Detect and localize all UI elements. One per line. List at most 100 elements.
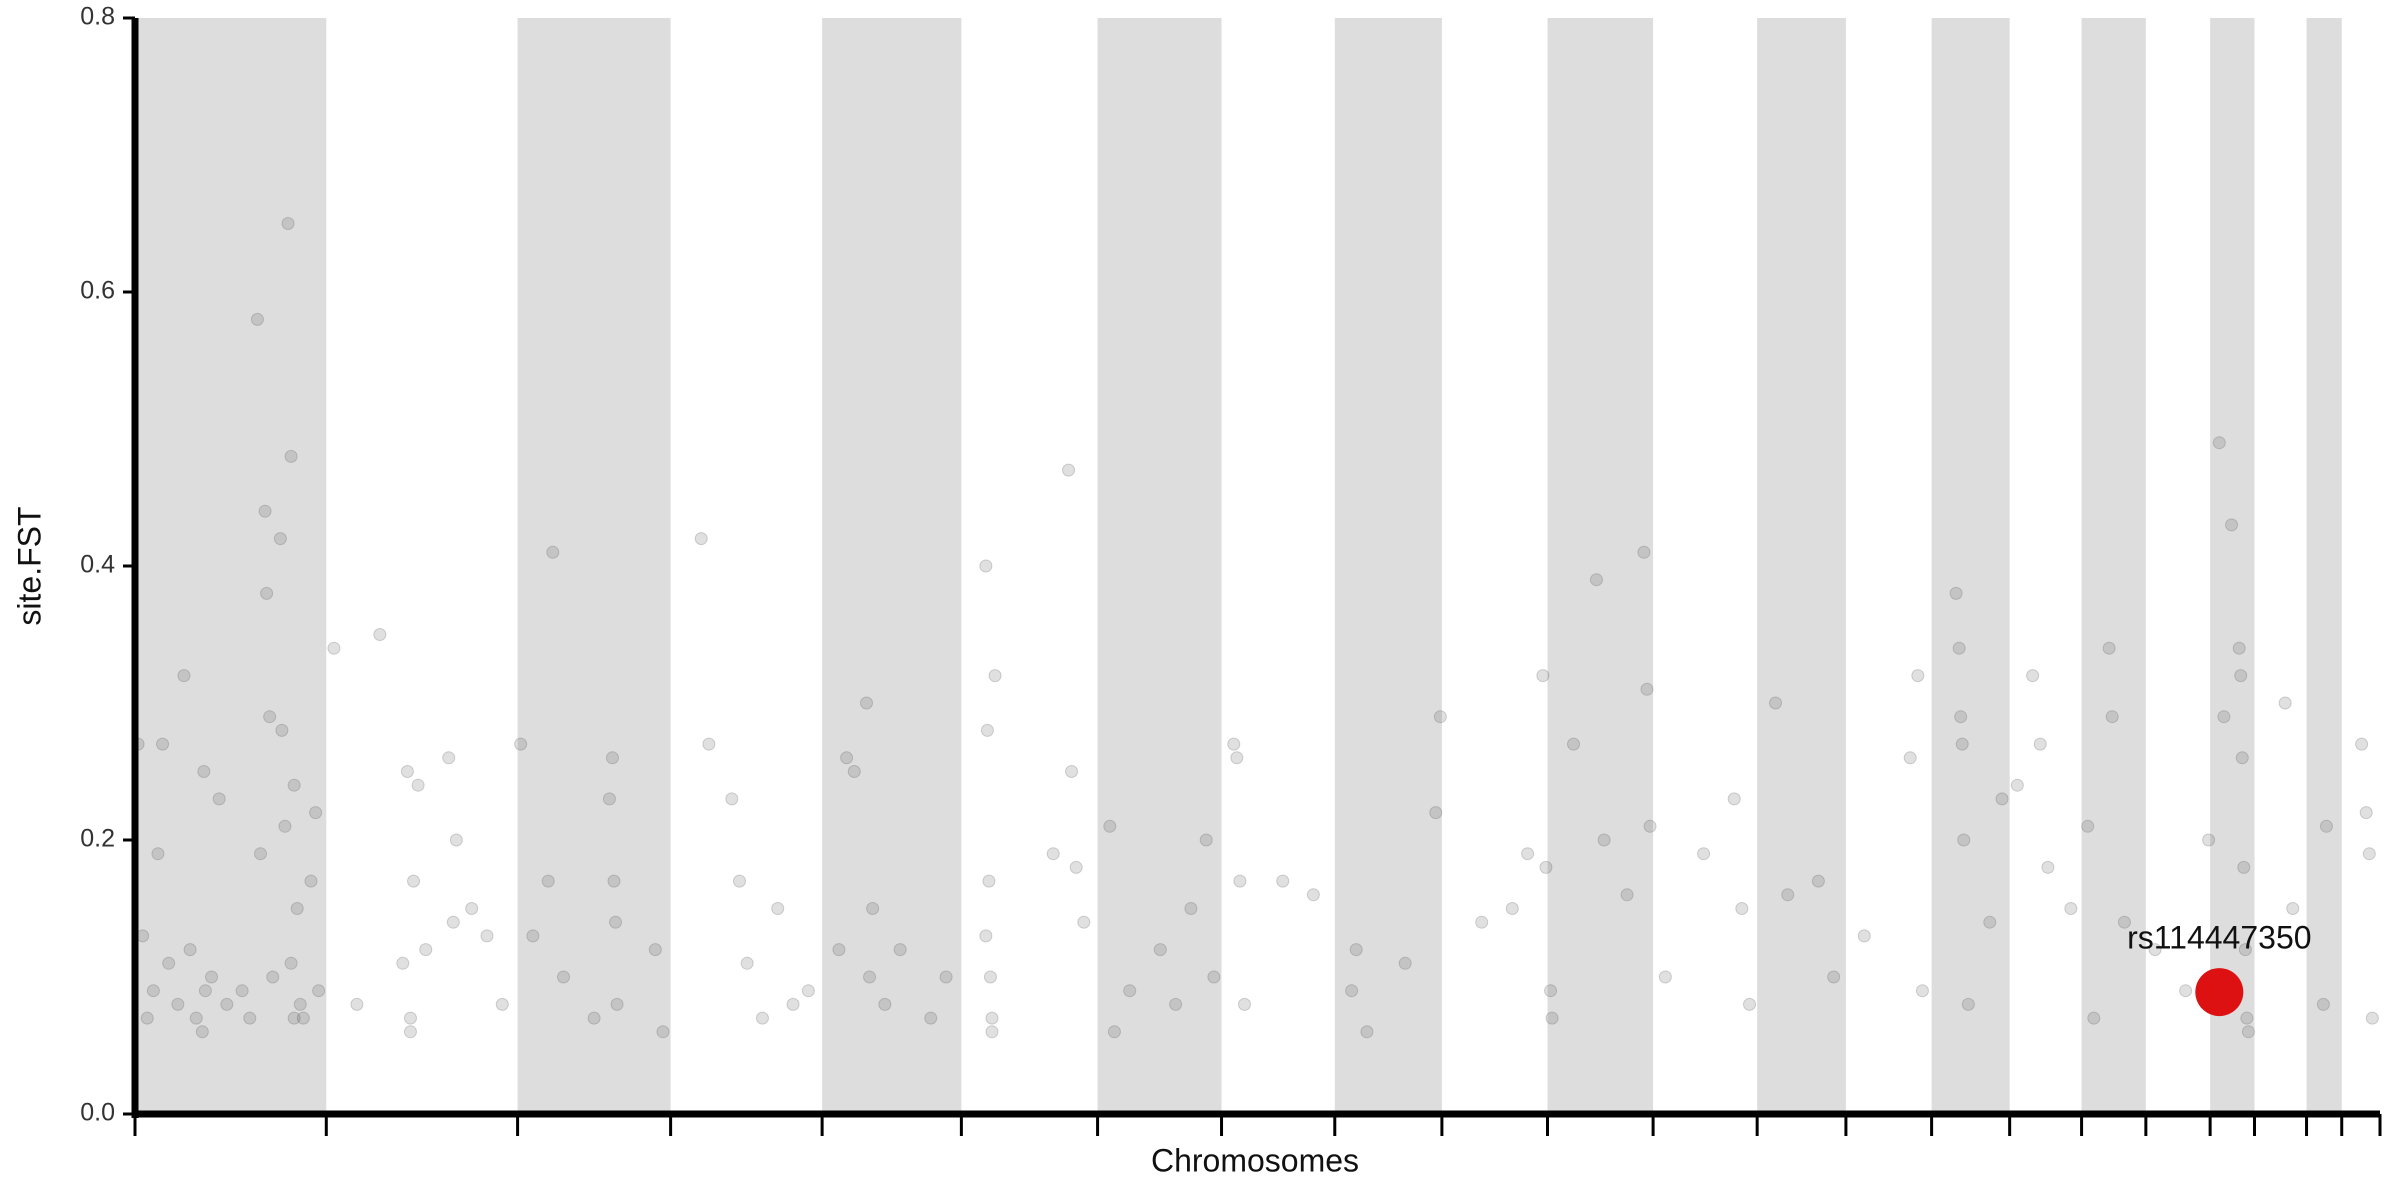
point [396,956,410,970]
point [1727,792,1741,806]
point [407,874,421,888]
chromosome-band [1931,18,2010,1114]
point [1062,463,1076,477]
point [2232,641,2246,655]
point [694,532,708,546]
point [1398,956,1412,970]
point [755,1011,769,1025]
y-tick-label: 0.4 [80,551,115,579]
point [1360,1025,1374,1039]
point [281,217,295,230]
point [449,833,463,847]
point [1544,984,1558,998]
point [2212,436,2226,450]
point [1857,929,1871,943]
point [2235,751,2249,765]
point [373,628,387,641]
point [1961,997,1975,1011]
point [212,792,226,806]
point [1915,984,1929,998]
point [250,312,264,326]
point [607,874,621,888]
point [403,1011,417,1025]
point [740,956,754,970]
chromosome-band [822,18,962,1114]
point [312,984,326,998]
point [403,1025,417,1039]
point [1227,737,1241,751]
y-tick-label: 0.8 [80,3,115,31]
point [980,723,994,737]
point [1954,710,1968,724]
point [350,997,364,1011]
chromosome-band [2306,18,2342,1114]
point [146,984,160,998]
point [266,970,280,984]
point [243,1011,257,1025]
point [939,970,953,984]
point [1207,970,1221,984]
highlight-point [2195,968,2244,1017]
y-tick-label: 0.2 [80,825,115,853]
point [2064,902,2078,915]
point [1545,1011,1559,1025]
point [1536,669,1550,683]
point [1769,696,1783,710]
point [648,943,662,957]
point [1643,819,1657,833]
point [2102,641,2116,655]
point [866,902,880,915]
point [2241,1025,2255,1039]
bands [135,18,2342,1114]
point [151,847,165,861]
point [1637,545,1651,559]
point [400,765,414,778]
point [2117,915,2131,929]
point [801,984,815,998]
point [1949,586,1963,600]
point [985,1011,999,1025]
point [832,943,846,957]
point [988,669,1002,683]
point [1521,847,1535,861]
point [2041,860,2055,874]
point [1697,847,1711,861]
point [840,751,854,765]
point [602,792,616,806]
point [725,792,739,806]
x-axis-label: Chromosomes [1151,1142,1359,1178]
point [293,997,307,1011]
point [1995,792,2009,806]
point [1589,573,1603,587]
point [2179,984,2193,998]
point [1233,874,1247,888]
point [1957,833,1971,847]
point [287,1011,301,1025]
point [2362,847,2376,861]
point [2081,819,2095,833]
point [2010,778,2024,792]
point [287,778,301,792]
point [1620,888,1634,902]
point [419,943,433,957]
chromosome-band [2210,18,2255,1114]
point [1429,806,1443,820]
point [609,915,623,929]
point [2105,710,2119,724]
point [1735,902,1749,915]
point [979,559,993,573]
point [1433,710,1447,724]
point [1123,984,1137,998]
point [1306,888,1320,902]
point [2217,710,2231,724]
point [1069,860,1083,874]
point [1077,915,1091,929]
point [411,778,425,792]
point [1349,943,1363,957]
point [2278,696,2292,710]
point [1658,970,1672,984]
point [924,1011,938,1025]
point [177,669,191,683]
